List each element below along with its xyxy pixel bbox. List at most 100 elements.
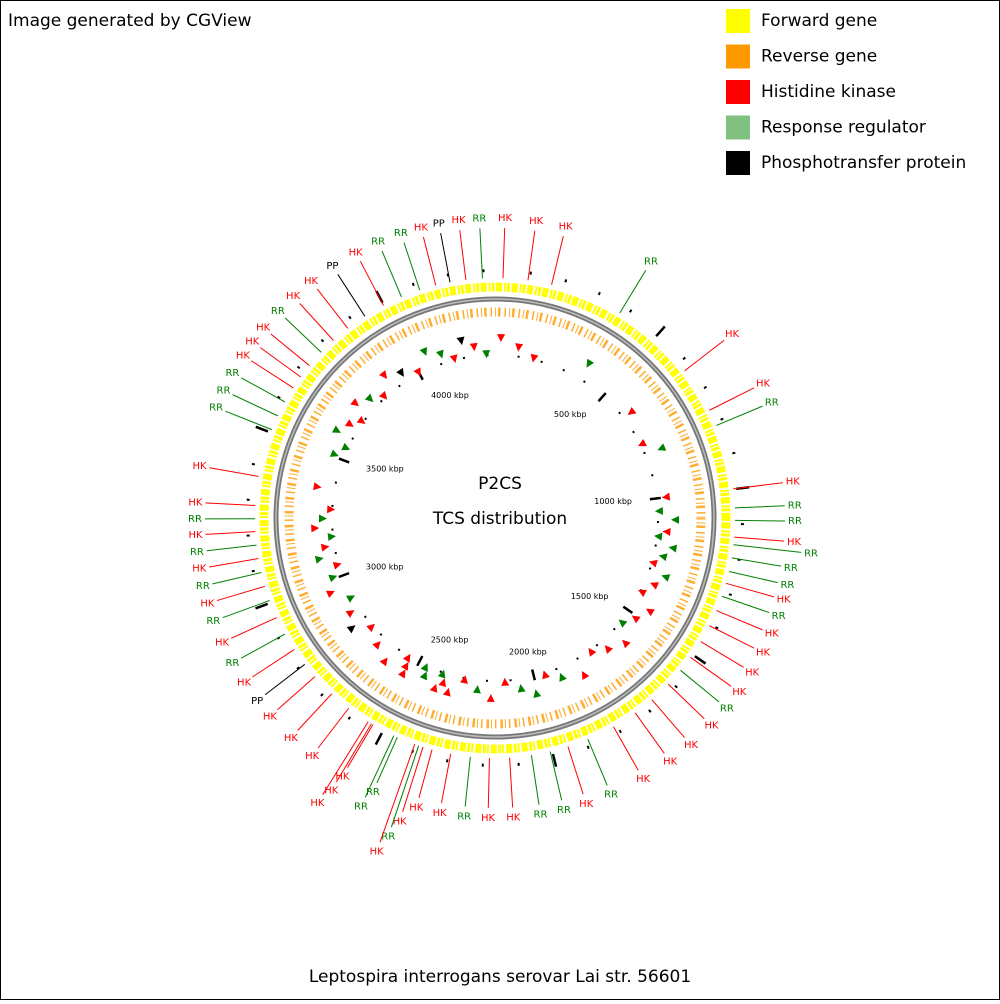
legend-label: Histidine kinase [761,82,896,102]
feature-label: RR [784,563,798,574]
feature-label: HK [192,461,207,472]
minor-tick [649,568,651,569]
feature-label: RR [788,516,802,527]
feature-label: RR [394,228,408,239]
tick-label: 2500 kbp [431,636,469,645]
feature-label: RR [225,658,239,669]
feature-label: RR [534,810,548,821]
feature-label: HK [433,808,448,819]
feature-label: HK [245,337,260,348]
feature-label: HK [705,721,720,732]
feature-label: HK [414,222,429,233]
minor-tick [541,361,542,363]
feature-label: HK [786,477,801,488]
feature-label: RR [217,385,231,396]
feature-label: HK [310,798,325,809]
feature-label: PP [433,218,445,229]
feature-label: HK [215,637,230,648]
tick-label: 500 kbp [554,410,587,419]
tick-label: 2000 kbp [509,648,547,657]
minor-tick [732,453,735,454]
minor-tick [729,594,732,595]
feature-label: HK [745,667,760,678]
feature-label: RR [604,790,618,801]
feature-label: RR [209,403,223,414]
minor-tick [348,717,350,719]
tick-label: 1000 kbp [594,497,632,506]
minor-tick [614,628,615,629]
feature-label: HK [349,247,364,258]
feature-label: HK [284,733,299,744]
minor-tick [630,310,632,313]
feature-label: PP [251,696,263,707]
feature-label: RR [720,703,734,714]
minor-tick [381,400,382,401]
minor-tick [365,418,367,419]
feature-label: HK [409,802,424,813]
feature-label: HK [529,216,544,227]
feature-label: RR [371,237,385,248]
feature-label: HK [765,629,780,640]
feature-label: HK [636,774,651,785]
minor-tick [252,464,255,465]
feature-label: HK [787,537,802,548]
minor-tick [441,363,442,365]
minor-tick [352,438,354,439]
tick-label: 3000 kbp [366,562,404,571]
minor-tick [620,730,622,733]
legend-label: Reverse gene [761,47,877,67]
feature-label: HK [663,757,678,768]
feature-label: HK [305,751,320,762]
feature-label: HK [256,323,271,334]
feature-label: RR [271,306,285,317]
minor-tick [252,571,255,572]
tick-label: 1500 kbp [571,592,609,601]
feature-label: HK [192,564,207,575]
legend-label: Forward gene [761,11,877,31]
feature-label: HK [732,687,747,698]
minor-tick [633,432,635,433]
feature-label: HK [304,276,319,287]
feature-label: HK [725,329,740,340]
minor-tick [599,292,600,295]
feature-label: HK [237,677,252,688]
tick-label: 3500 kbp [366,464,404,473]
map-title: P2CS [478,474,522,494]
feature-label: HK [324,786,339,797]
minor-tick [556,668,557,670]
minor-tick [447,759,448,762]
feature-label: PP [326,261,338,272]
feature-label: RR [366,787,380,798]
minor-tick [399,385,400,387]
minor-tick [715,627,718,628]
minor-tick [588,746,589,749]
feature-label: HK [200,598,215,609]
minor-tick [398,649,399,651]
feature-label: RR [557,805,571,816]
feature-label: RR [457,811,471,822]
feature-label: HK [188,530,203,541]
credit: Image generated by CGView [8,11,252,31]
minor-tick [584,381,585,383]
feature-label: RR [225,368,239,379]
legend-label: Response regulator [761,118,926,138]
feature-label: HK [452,215,467,226]
map-subtitle: TCS distribution [432,509,567,529]
feature-label: HK [506,812,521,823]
feature-label: HK [756,648,771,659]
feature-label: RR [804,548,818,559]
tick-label: 4000 kbp [431,391,469,400]
feature-label: RR [772,611,786,622]
legend-swatch [726,45,750,69]
minor-tick [651,475,653,476]
feature-label: HK [498,213,513,224]
feature-label: HK [481,813,496,824]
minor-tick [619,412,621,413]
feature-label: RR [788,500,802,511]
feature-label: HK [263,711,278,722]
label-connector [735,520,785,521]
feature-label: RR [765,397,779,408]
minor-tick [440,671,441,673]
